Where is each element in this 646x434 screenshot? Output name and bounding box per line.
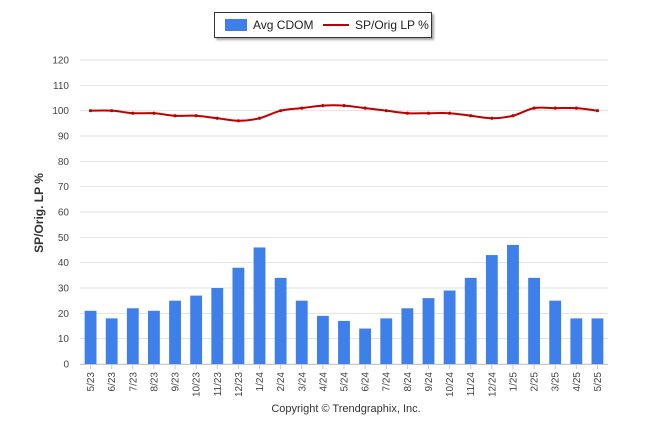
bar <box>295 300 308 364</box>
line-point <box>511 114 515 118</box>
line-point <box>194 114 198 118</box>
line-point <box>574 106 578 110</box>
line-point <box>257 116 262 120</box>
line-point <box>469 114 473 118</box>
line-point <box>384 109 388 113</box>
y-tick-label: 30 <box>58 284 70 295</box>
bar <box>443 290 456 364</box>
x-tick-label: 12/24 <box>487 372 498 397</box>
y-tick-label: 60 <box>58 208 70 219</box>
line-point <box>173 114 177 118</box>
x-tick-label: 4/24 <box>318 372 329 392</box>
bar <box>359 328 372 364</box>
bar <box>169 300 181 364</box>
bar <box>190 295 203 364</box>
x-tick-label: 2/24 <box>276 372 287 392</box>
y-tick-label: 20 <box>58 309 70 320</box>
x-tick-label: 4/25 <box>572 372 583 392</box>
legend-line-swatch <box>323 24 349 26</box>
bar <box>528 277 540 364</box>
line-point <box>448 111 452 115</box>
line-point <box>215 116 219 120</box>
y-tick-label: 120 <box>52 56 69 67</box>
line-point <box>236 119 240 123</box>
legend: Avg CDOM SP/Orig LP % <box>214 12 432 38</box>
line-point <box>595 109 600 113</box>
y-tick-label: 80 <box>58 157 70 168</box>
bar <box>549 300 562 364</box>
bar <box>380 318 393 364</box>
line-point <box>300 106 304 110</box>
x-tick-label: 5/23 <box>86 372 97 392</box>
line-point <box>131 111 135 115</box>
x-tick-label: 8/23 <box>149 372 160 392</box>
x-tick-label: 10/24 <box>445 372 456 397</box>
x-tick-label: 9/24 <box>424 372 435 392</box>
line-point <box>321 104 325 108</box>
bar <box>148 310 160 364</box>
y-tick-label: 90 <box>58 132 70 143</box>
line-point <box>152 111 156 115</box>
bar <box>422 298 435 364</box>
bar <box>84 310 97 364</box>
bar <box>464 277 477 364</box>
x-tick-label: 6/24 <box>361 372 372 392</box>
series-line-sp-orig-lp <box>90 104 598 122</box>
bar <box>570 318 583 364</box>
x-tick-label: 1/25 <box>508 372 519 392</box>
y-axis-label: SP/Orig. LP % <box>32 173 46 253</box>
x-tick-label: 1/24 <box>255 372 266 392</box>
legend-line-label: SP/Orig LP % <box>355 18 429 32</box>
x-tick-label: 7/23 <box>128 372 139 392</box>
line-point <box>363 106 367 110</box>
x-tick-label: 2/25 <box>530 372 541 392</box>
x-tick-label: 3/25 <box>551 372 562 392</box>
x-tick-label: 10/23 <box>192 372 203 397</box>
line-point <box>88 109 93 113</box>
line-point <box>553 106 557 110</box>
x-tick-label: 9/23 <box>171 372 182 392</box>
x-tick-label: 6/23 <box>107 372 118 392</box>
bar <box>274 277 287 364</box>
x-tick-label: 5/25 <box>593 372 604 392</box>
y-tick-label: 10 <box>58 334 70 345</box>
line-point <box>110 109 114 113</box>
x-tick-label: 3/24 <box>297 372 308 392</box>
x-tick-label: 11/23 <box>213 372 224 397</box>
line-point <box>532 106 536 110</box>
bar <box>485 255 498 364</box>
y-tick-label: 100 <box>52 106 69 117</box>
x-tick-label: 5/24 <box>340 372 351 392</box>
y-tick-label: 70 <box>58 182 70 193</box>
y-tick-label: 0 <box>63 360 69 371</box>
line-point <box>342 104 346 108</box>
legend-bar-label: Avg CDOM <box>253 18 314 32</box>
bar <box>232 267 245 364</box>
line-point <box>405 111 409 115</box>
bar <box>105 318 118 364</box>
y-tick-label: 50 <box>58 233 70 244</box>
bar <box>126 308 139 364</box>
bar <box>401 308 414 364</box>
bar <box>316 315 329 364</box>
bar <box>211 288 224 364</box>
x-tick-label: 7/24 <box>382 372 393 392</box>
bar <box>338 320 350 364</box>
y-tick-label: 110 <box>53 81 69 92</box>
bar <box>507 244 519 364</box>
x-tick-label: 8/24 <box>403 372 414 392</box>
bar <box>591 318 604 364</box>
x-tick-label: 12/23 <box>234 372 245 397</box>
x-tick-label: 11/24 <box>466 372 477 397</box>
line-point <box>426 111 431 115</box>
legend-bar-swatch <box>225 19 247 31</box>
y-tick-label: 40 <box>58 258 70 269</box>
bar <box>253 247 266 364</box>
copyright-text: Copyright © Trendgraphix, Inc. <box>271 403 421 415</box>
line-point <box>490 116 494 120</box>
line-point <box>279 109 283 113</box>
